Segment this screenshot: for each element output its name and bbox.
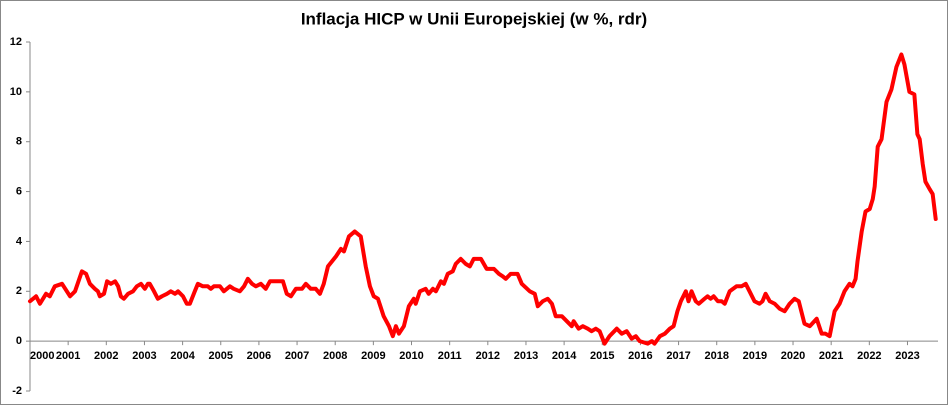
x-tick-label: 2014 [552,350,577,362]
y-tick-label: 0 [16,335,22,347]
data-line [28,52,938,346]
x-tick-label: 2004 [170,350,195,362]
x-tick-label: 2012 [476,350,500,362]
x-tick-label: 2009 [361,350,385,362]
x-tick-label: 2013 [514,350,538,362]
chart-title: Inflacja HICP w Unii Europejskiej (w %, … [301,9,647,28]
x-tick-label: 2008 [323,350,347,362]
x-tick-label: 2017 [666,350,690,362]
y-tick-label: 6 [16,185,22,197]
y-tick-label: 10 [10,86,22,98]
y-tick-label: 12 [10,36,22,48]
x-tick-label: 2020 [781,350,805,362]
x-tick-label: 2000 [30,350,54,362]
x-tick-label: 2003 [132,350,156,362]
y-tick-label: 4 [16,235,23,247]
x-tick-label: 2006 [247,350,271,362]
x-tick-label: 2005 [209,350,233,362]
x-tick-label: 2022 [857,350,881,362]
x-tick-label: 2001 [56,350,80,362]
y-tick-label: 8 [16,136,22,148]
x-tick-label: 2015 [590,350,614,362]
y-tick-label: -2 [12,385,22,397]
x-tick-label: 2023 [895,350,919,362]
x-tick-label: 2007 [285,350,309,362]
y-tick-label: 2 [16,285,22,297]
x-tick-label: 2002 [94,350,118,362]
x-tick-label: 2021 [819,350,843,362]
x-tick-label: 2011 [438,350,462,362]
x-tick-label: 2019 [743,350,767,362]
x-tick-label: 2016 [628,350,652,362]
x-tick-label: 2010 [399,350,423,362]
x-tick-label: 2018 [704,350,728,362]
